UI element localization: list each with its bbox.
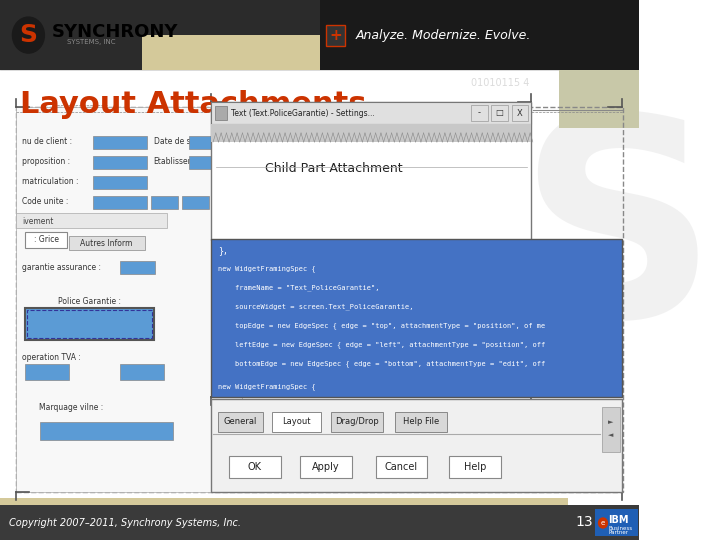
Bar [395, 412, 446, 432]
Bar [16, 107, 624, 492]
Circle shape [598, 518, 608, 528]
Text: new WidgetFramingSpec {: new WidgetFramingSpec { [218, 266, 316, 272]
Bar [218, 412, 263, 432]
Bar [212, 102, 531, 124]
Text: Partner: Partner [608, 530, 629, 536]
Text: OK: OK [248, 462, 262, 472]
Text: Code unite :: Code unite : [22, 198, 68, 206]
Bar [0, 498, 568, 505]
Circle shape [12, 17, 45, 53]
Text: topEdge = new EdgeSpec { edge = "top", attachmentType = "position", of me: topEdge = new EdgeSpec { edge = "top", a… [218, 322, 546, 329]
Text: },: }, [218, 246, 228, 255]
Bar [212, 102, 531, 240]
Text: ivement: ivement [22, 217, 53, 226]
Text: Cancel: Cancel [384, 462, 418, 472]
Text: operation TVA :: operation TVA : [22, 353, 81, 361]
Bar [511, 105, 528, 121]
Bar [69, 236, 145, 250]
Text: new WidgetFramingSpec {: new WidgetFramingSpec { [218, 383, 316, 390]
Bar [595, 509, 638, 536]
Text: 01010115 4: 01010115 4 [471, 78, 529, 88]
Text: □: □ [495, 109, 503, 118]
Bar [16, 107, 243, 492]
Bar [217, 432, 243, 492]
Bar [271, 412, 320, 432]
Text: Copyright 2007–2011, Synchrony Systems, Inc.: Copyright 2007–2011, Synchrony Systems, … [9, 517, 241, 528]
Text: Marquage vilne :: Marquage vilne : [39, 402, 103, 411]
Bar [120, 364, 164, 380]
Bar [212, 399, 621, 492]
Text: +: + [329, 28, 342, 43]
Text: Layout: Layout [282, 417, 310, 427]
Bar [189, 156, 238, 169]
Bar [449, 456, 501, 478]
Text: Help File: Help File [402, 417, 439, 427]
Bar [151, 196, 178, 209]
Bar [16, 213, 167, 228]
Bar [0, 0, 639, 70]
Bar [27, 310, 152, 338]
Text: S: S [517, 105, 717, 375]
Text: SYNCHRONY: SYNCHRONY [52, 23, 178, 41]
Text: Analyze. Modernize. Evolve.: Analyze. Modernize. Evolve. [355, 29, 531, 42]
Bar [602, 407, 620, 452]
Text: Date de sor: Date de sor [153, 138, 198, 146]
Bar [25, 232, 68, 248]
Bar [491, 105, 508, 121]
Text: ►: ► [608, 419, 613, 425]
Bar [300, 456, 351, 478]
Text: SYSTEMS, INC: SYSTEMS, INC [67, 39, 115, 45]
Bar [40, 422, 174, 440]
Text: Text (Text.PoliceGarantie) - Settings...: Text (Text.PoliceGarantie) - Settings... [231, 109, 374, 118]
Bar [94, 136, 147, 149]
Text: : Grice: : Grice [34, 235, 58, 245]
Bar [559, 70, 639, 128]
Bar [229, 456, 281, 478]
Text: Drag/Drop: Drag/Drop [335, 417, 379, 427]
Text: e: e [601, 520, 605, 526]
Bar [120, 261, 156, 274]
Text: matriculation :: matriculation : [22, 178, 78, 186]
Bar [25, 364, 69, 380]
Bar [25, 308, 153, 340]
Text: Child Part Attachment: Child Part Attachment [265, 162, 402, 175]
Text: sourceWidget = screen.Text_PoliceGarantie,: sourceWidget = screen.Text_PoliceGaranti… [218, 303, 414, 310]
Bar [320, 0, 639, 70]
Text: Apply: Apply [312, 462, 340, 472]
Text: Help: Help [464, 462, 486, 472]
Text: IBM: IBM [608, 515, 629, 525]
Text: garantie assurance :: garantie assurance : [22, 262, 102, 272]
Text: X: X [517, 109, 523, 118]
Text: Etablisseme: Etablisseme [153, 158, 200, 166]
Text: proposition :: proposition : [22, 158, 71, 166]
Text: leftEdge = new EdgeSpec { edge = "left", attachmentType = "position", off: leftEdge = new EdgeSpec { edge = "left",… [218, 342, 546, 348]
Text: Layout Attachments: Layout Attachments [19, 90, 366, 119]
Text: General: General [224, 417, 257, 427]
Bar [376, 456, 427, 478]
Text: -: - [477, 109, 480, 118]
Text: bottomEdge = new EdgeSpec { edge = "bottom", attachmentType = "edit", off: bottomEdge = new EdgeSpec { edge = "bott… [218, 361, 546, 367]
Text: ◄: ◄ [608, 432, 613, 438]
Text: 13: 13 [575, 516, 593, 530]
Bar [189, 136, 238, 149]
Bar [94, 176, 147, 189]
Bar [182, 196, 209, 209]
Bar [215, 106, 228, 120]
Bar [142, 35, 320, 70]
Bar [471, 105, 487, 121]
Text: Business: Business [608, 526, 632, 531]
Text: frameName = "Text_PoliceGarantie",: frameName = "Text_PoliceGarantie", [218, 285, 380, 291]
Bar [94, 196, 147, 209]
Text: Police Garantie :: Police Garantie : [58, 298, 121, 307]
Bar [0, 505, 639, 540]
Bar [94, 156, 147, 169]
Text: nu de client :: nu de client : [22, 138, 72, 146]
Text: S: S [19, 23, 37, 47]
Bar [331, 412, 383, 432]
Text: Autres Inform: Autres Inform [81, 239, 132, 247]
Bar [212, 239, 621, 397]
Bar [212, 124, 531, 142]
